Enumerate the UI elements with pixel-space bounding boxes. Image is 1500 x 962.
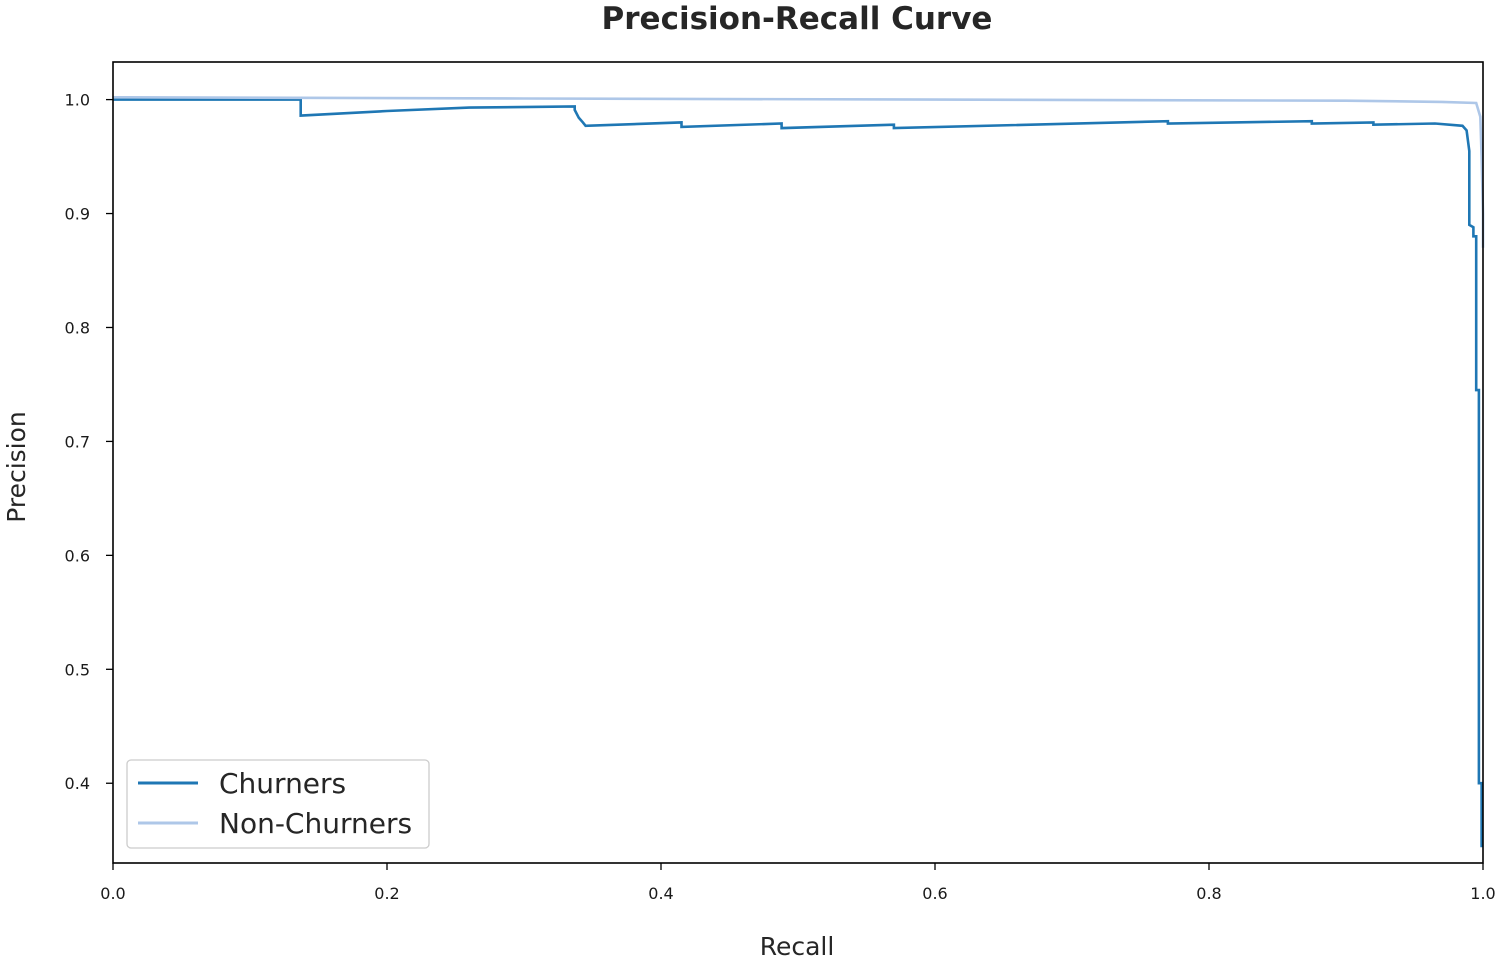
series-line-1	[112, 96, 1485, 248]
y-tick-label: 0.7	[65, 432, 90, 451]
x-tick-label: 0.8	[1196, 884, 1221, 903]
y-tick-label: 0.5	[65, 660, 90, 679]
x-axis-label: Recall	[760, 932, 835, 961]
legend-box	[126, 759, 430, 849]
y-tick-label: 0.4	[65, 774, 90, 793]
legend: Churners Non-Churners	[126, 759, 430, 849]
legend-label: Non-Churners	[219, 807, 412, 840]
series-line-0	[113, 98, 1483, 848]
plot-frame	[112, 61, 1484, 864]
legend-label: Churners	[219, 767, 346, 800]
chart-title: Precision-Recall Curve	[602, 1, 993, 37]
y-axis-label: Precision	[2, 411, 31, 523]
x-tick-label: 1.0	[1470, 884, 1495, 903]
y-tick-label: 1.0	[65, 91, 90, 110]
x-tick-label: 0.6	[922, 884, 947, 903]
x-tick-label: 0.2	[374, 884, 399, 903]
axis-ticks: 0.0 0.2 0.4 0.6 0.8 1.0 0.4 0.5 0.6 0.7 0.8 0.9 1.0	[65, 91, 1496, 903]
y-tick-label: 0.9	[65, 205, 90, 224]
x-tick-label: 0.0	[100, 884, 125, 903]
y-tick-label: 0.8	[65, 318, 90, 337]
y-tick-label: 0.6	[65, 546, 90, 565]
series-lines	[112, 96, 1485, 848]
x-tick-label: 0.4	[648, 884, 673, 903]
